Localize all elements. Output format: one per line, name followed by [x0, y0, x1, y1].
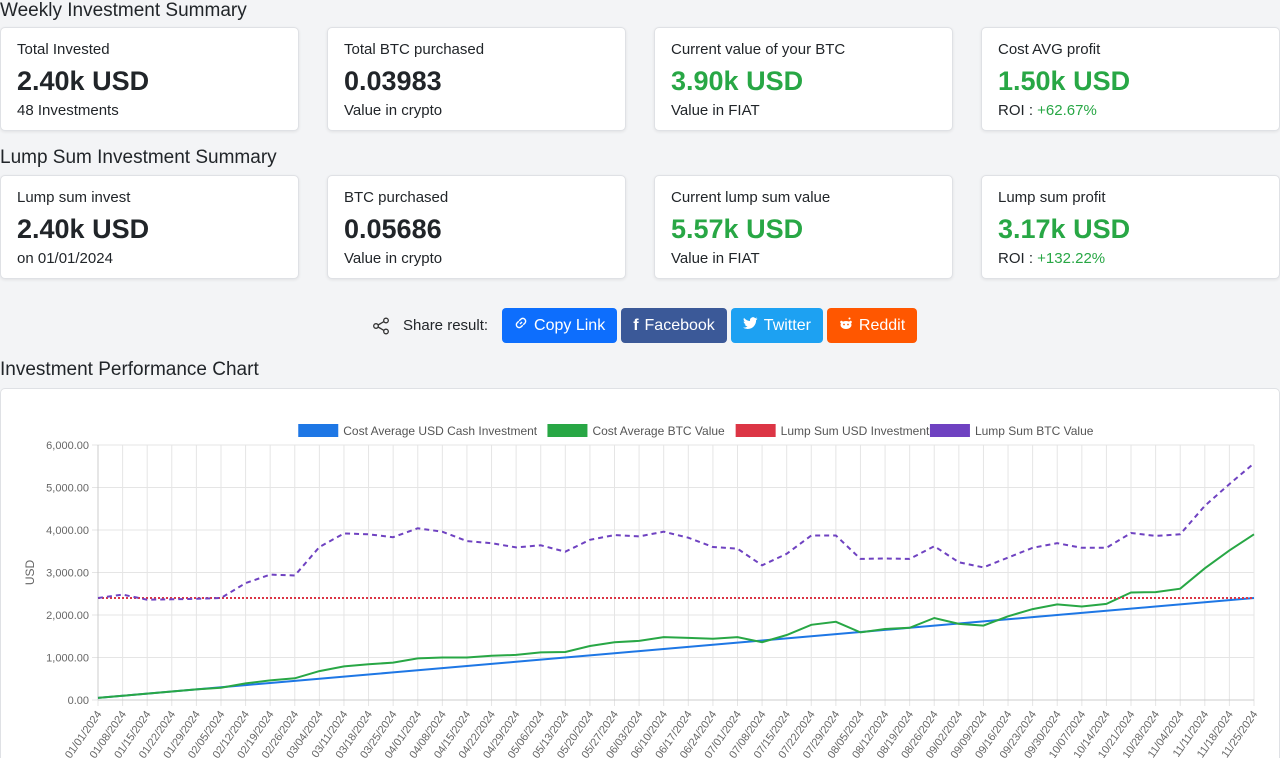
- card-value: 3.90k USD: [671, 66, 804, 96]
- lump-section-title: Lump Sum Investment Summary: [0, 147, 277, 168]
- reddit-button[interactable]: Reddit: [826, 308, 918, 343]
- card-sub: ROI : +132.22%: [998, 250, 1263, 267]
- total-btc-purchased-card: Total BTC purchased 0.03983 Value in cry…: [327, 27, 626, 131]
- card-label: Current value of your BTC: [671, 41, 846, 58]
- card-sub: on 01/01/2024: [17, 250, 113, 267]
- card-sub: Value in FIAT: [671, 102, 760, 119]
- share-label: Share result:: [403, 317, 489, 334]
- series-line-3: [97, 462, 1255, 601]
- card-label: BTC purchased: [344, 189, 449, 206]
- y-tick-label: 0.00: [68, 695, 89, 707]
- performance-chart-card: 0.00 1,000.00 2,000.00 3,000.00 4,000.00 5,00…: [0, 388, 1280, 758]
- card-value: 0.05686: [344, 214, 442, 244]
- reddit-label: Reddit: [858, 316, 906, 334]
- lump-sum-invest-card: Lump sum invest 2.40k USD on 01/01/2024: [0, 175, 299, 279]
- legend-label: Lump Sum BTC Value: [975, 424, 1094, 438]
- legend-label: Cost Average USD Cash Investment: [343, 424, 538, 438]
- lump-sum-profit-card: Lump sum profit 3.17k USD ROI : +132.22%: [981, 175, 1280, 279]
- card-value: 0.03983: [344, 66, 442, 96]
- card-sub: ROI : +62.67%: [998, 102, 1263, 119]
- share-icon: [373, 317, 389, 334]
- facebook-icon: f: [633, 316, 639, 334]
- card-value: 1.50k USD: [998, 66, 1131, 96]
- card-sub: Value in crypto: [344, 102, 443, 119]
- card-value: 5.57k USD: [671, 214, 804, 244]
- series-line-1: [97, 533, 1255, 699]
- total-invested-card: Total Invested 2.40k USD 48 Investments: [0, 27, 299, 131]
- current-btc-value-card: Current value of your BTC 3.90k USD Valu…: [654, 27, 953, 131]
- card-label: Total BTC purchased: [344, 41, 485, 58]
- chart-section-title: Investment Performance Chart: [0, 359, 259, 380]
- link-icon: [514, 316, 528, 335]
- share-row: Share result: Copy Link f Facebook Twitt…: [372, 308, 921, 343]
- card-label: Total Invested: [17, 41, 110, 58]
- roi-prefix: ROI :: [998, 250, 1038, 267]
- twitter-button[interactable]: Twitter: [730, 308, 823, 343]
- card-value: 3.17k USD: [998, 214, 1131, 244]
- cost-avg-profit-card: Cost AVG profit 1.50k USD ROI : +62.67%: [981, 27, 1280, 131]
- card-label: Cost AVG profit: [998, 41, 1101, 58]
- roi-percent: +132.22%: [1037, 250, 1106, 267]
- legend-swatch: [298, 424, 339, 437]
- y-tick-label: 4,000.00: [46, 525, 89, 537]
- card-label: Lump sum profit: [998, 189, 1106, 206]
- copy-link-label: Copy Link: [534, 316, 606, 334]
- series-line-0: [97, 597, 1255, 699]
- y-tick-label: 2,000.00: [46, 610, 89, 622]
- twitter-label: Twitter: [763, 316, 811, 334]
- y-tick-label: 5,000.00: [46, 483, 89, 495]
- legend-label: Lump Sum USD Investment: [781, 424, 930, 438]
- btc-purchased-card: BTC purchased 0.05686 Value in crypto: [327, 175, 626, 279]
- weekly-section-title: Weekly Investment Summary: [0, 0, 247, 21]
- copy-link-button[interactable]: Copy Link: [502, 308, 618, 343]
- card-sub: Value in crypto: [344, 250, 443, 267]
- facebook-label: Facebook: [644, 316, 715, 334]
- reddit-icon: [839, 317, 853, 335]
- card-sub: Value in FIAT: [671, 250, 760, 267]
- legend-label: Cost Average BTC Value: [592, 424, 725, 438]
- twitter-icon: [742, 316, 758, 335]
- card-label: Lump sum invest: [17, 189, 131, 206]
- y-tick-label: 6,000.00: [46, 440, 89, 452]
- card-value: 2.40k USD: [17, 66, 150, 96]
- roi-percent: +62.67%: [1037, 102, 1097, 119]
- current-lump-sum-value-card: Current lump sum value 5.57k USD Value i…: [654, 175, 953, 279]
- y-tick-label: 3,000.00: [46, 568, 89, 580]
- performance-chart: 0.00 1,000.00 2,000.00 3,000.00 4,000.00 5,00…: [23, 424, 1260, 758]
- card-label: Current lump sum value: [671, 189, 831, 206]
- card-value: 2.40k USD: [17, 214, 150, 244]
- y-tick-label: 1,000.00: [46, 653, 89, 665]
- y-axis-label: USD: [23, 560, 37, 586]
- legend-swatch: [929, 424, 970, 437]
- card-sub: 48 Investments: [17, 102, 119, 119]
- roi-prefix: ROI :: [998, 102, 1038, 119]
- facebook-button[interactable]: f Facebook: [621, 308, 727, 343]
- legend-swatch: [547, 424, 588, 437]
- legend-swatch: [735, 424, 776, 437]
